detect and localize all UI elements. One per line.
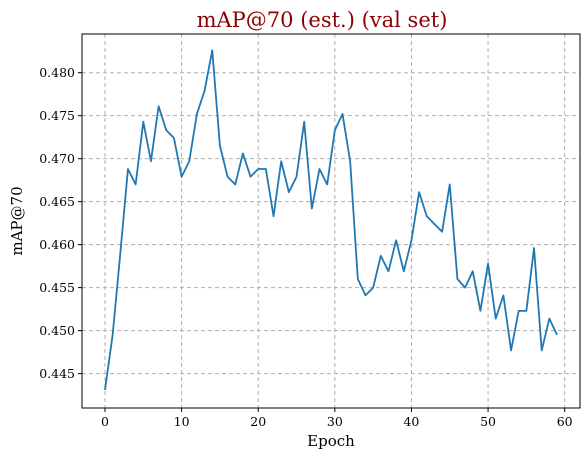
y-tick-label: 0.480 <box>39 65 75 80</box>
y-tick-label: 0.465 <box>39 194 75 209</box>
y-tick-label: 0.450 <box>39 323 75 338</box>
x-tick-label: 30 <box>327 414 343 429</box>
x-tick-label: 20 <box>250 414 266 429</box>
y-axis-label: mAP@70 <box>8 186 26 255</box>
x-tick-label: 40 <box>403 414 419 429</box>
x-tick-label: 10 <box>174 414 190 429</box>
y-tick-label: 0.455 <box>39 280 75 295</box>
x-tick-label: 60 <box>557 414 573 429</box>
y-tick-label: 0.460 <box>39 237 75 252</box>
y-tick-label: 0.475 <box>39 108 75 123</box>
chart-title: mAP@70 (est.) (val set) <box>197 8 448 32</box>
series-layer <box>104 49 558 391</box>
series-line <box>104 49 558 391</box>
plot-frame <box>81 33 581 409</box>
x-axis-label: Epoch <box>307 432 355 450</box>
x-tick-label: 50 <box>480 414 496 429</box>
x-axis: 0 10 20 30 40 50 60 <box>101 408 573 429</box>
y-tick-label: 0.445 <box>39 366 75 381</box>
y-axis: 0.445 0.450 0.455 0.460 0.465 0.470 0.475 0.480 <box>39 65 82 381</box>
y-tick-label: 0.470 <box>39 151 75 166</box>
grid <box>82 34 580 408</box>
x-tick-label: 0 <box>101 414 109 429</box>
